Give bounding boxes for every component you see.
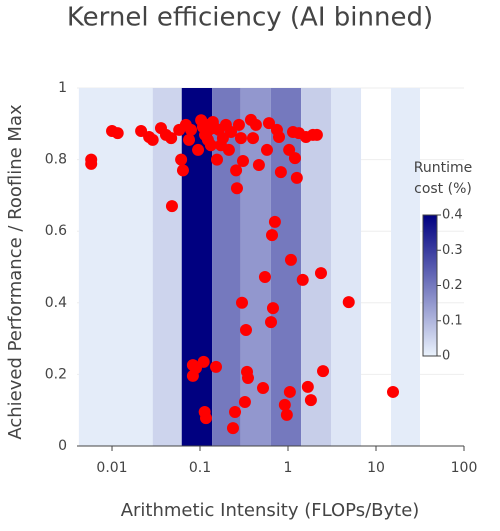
x-tick-label: 0.1	[189, 460, 211, 476]
point	[260, 143, 273, 156]
point	[230, 164, 243, 177]
point	[237, 155, 250, 168]
point	[192, 143, 205, 156]
point	[226, 422, 239, 435]
point	[246, 132, 259, 145]
point	[342, 296, 355, 309]
point	[238, 395, 251, 408]
point	[185, 123, 198, 136]
point	[165, 200, 178, 213]
chart-title: Kernel efficiency (AI binned)	[67, 3, 433, 33]
point	[301, 380, 314, 393]
point	[266, 302, 279, 315]
heatmap-cell	[330, 88, 362, 446]
point	[175, 153, 188, 166]
point	[222, 143, 235, 156]
point	[111, 127, 124, 140]
point	[176, 164, 189, 177]
x-tick-label: 100	[451, 460, 478, 476]
point	[274, 166, 287, 179]
y-axis-label: Achieved Performance / Roofline Max	[5, 104, 26, 440]
point	[146, 133, 159, 146]
point	[296, 273, 309, 286]
point	[266, 229, 279, 242]
colorbar	[422, 214, 438, 357]
point	[232, 118, 245, 131]
point	[283, 385, 296, 398]
point	[317, 365, 330, 378]
point	[230, 182, 243, 195]
heatmap-cell	[152, 88, 182, 446]
x-axis-label: Arithmetic Intensity (FLOPs/Byte)	[121, 500, 420, 521]
point	[197, 355, 210, 368]
y-tick-label: 0	[58, 438, 67, 454]
point	[386, 385, 399, 398]
point	[273, 131, 286, 144]
colorbar-tick-label: 0.2	[442, 278, 463, 293]
x-tick-label: 0.01	[96, 460, 127, 476]
point	[262, 117, 275, 130]
point	[284, 253, 297, 266]
point	[290, 171, 303, 184]
x-tick-label: 10	[367, 460, 385, 476]
point	[225, 126, 238, 139]
heatmap-cell	[390, 88, 420, 446]
point	[183, 133, 196, 146]
point	[280, 408, 293, 421]
point	[210, 360, 223, 373]
point	[265, 316, 278, 329]
y-tick-label: 1	[58, 80, 67, 96]
point	[211, 153, 224, 166]
colorbar-title: Runtime cost (%)	[413, 160, 473, 197]
y-tick-label: 0.2	[45, 366, 67, 382]
point	[304, 394, 317, 407]
point	[278, 398, 291, 411]
point	[200, 412, 213, 425]
heatmap-cell	[78, 88, 153, 446]
x-tick-label: 1	[284, 460, 293, 476]
y-tick-label: 0.8	[45, 152, 67, 168]
point	[249, 118, 262, 131]
point	[257, 382, 270, 395]
colorbar-tick-label: 0.3	[442, 243, 463, 258]
point	[258, 271, 271, 284]
point	[268, 215, 281, 228]
point	[186, 369, 199, 382]
colorbar-tick-label: 0.1	[442, 313, 463, 328]
point	[235, 296, 248, 309]
point	[252, 158, 265, 171]
point	[165, 132, 178, 145]
point	[204, 139, 217, 152]
y-tick-label: 0.4	[45, 295, 67, 311]
colorbar-tick-label: 0	[442, 349, 450, 364]
point	[241, 371, 254, 384]
point	[229, 405, 242, 418]
point	[288, 152, 301, 165]
point	[314, 267, 327, 280]
point	[85, 157, 98, 170]
colorbar-tick-label: 0.4	[442, 208, 463, 223]
point	[310, 128, 323, 141]
point	[234, 132, 247, 145]
point	[239, 324, 252, 337]
y-tick-label: 0.6	[45, 223, 67, 239]
